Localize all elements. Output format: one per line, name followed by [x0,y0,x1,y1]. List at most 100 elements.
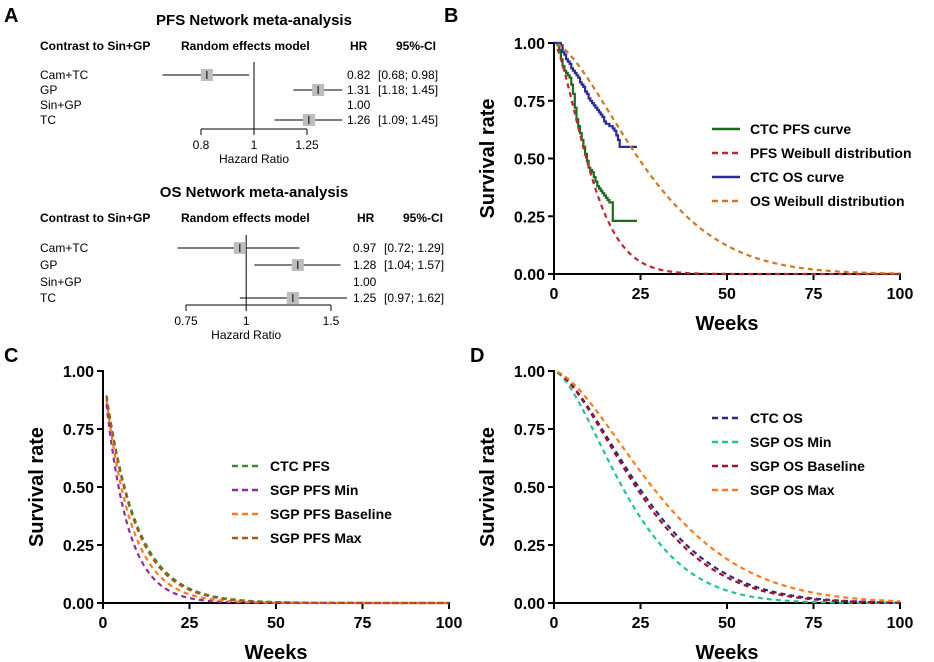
y-tick-label: 0.50 [63,480,94,497]
y-tick-label: 0.25 [63,538,94,555]
forest-row-label: Sin+GP [40,98,82,112]
forest-header-hr: HR [357,211,375,225]
forest-tick-label: 1 [251,138,258,152]
legend-label: SGP PFS Min [270,482,358,498]
x-tick-label: 0 [550,286,559,303]
legend-label: OS Weibull distribution [750,193,905,209]
y-tick-label: 0.00 [514,596,545,613]
forest-title: OS Network meta-analysis [160,184,348,201]
forest-row-hr: 1.00 [347,98,371,112]
y-axis-title: Survival rate [477,427,499,547]
legend-label: SGP OS Min [750,434,831,450]
series-line [556,371,900,605]
x-tick-label: 50 [718,286,736,303]
y-tick-label: 1.00 [514,364,545,381]
chart-b: 0.00 0.25 0.50 0.75 1.00 0 25 50 75 100 Weeks Survi… [477,36,913,335]
x-tick-label: 75 [354,615,372,632]
y-axis-title: Survival rate [26,427,48,547]
y-axis-title: Survival rate [477,98,499,218]
x-tick-label: 0 [99,615,108,632]
series-line [105,396,449,605]
x-axis-title: Weeks [695,313,758,335]
legend-label: SGP OS Baseline [750,458,865,474]
series-line [105,395,449,605]
y-tick-label: 1.00 [63,364,94,381]
y-tick-label: 0.50 [514,152,545,169]
y-tick-label: 1.00 [514,36,545,53]
x-tick-label: 50 [718,615,736,632]
forest-axis-title: Hazard Ratio [211,328,281,342]
legend-label: CTC OS [750,410,803,426]
forest-row-ci: [1.09; 1.45] [378,113,438,127]
panel-label-a: A [4,5,18,27]
panel-label-b: B [444,5,458,27]
forest-row-ci: [0.68; 0.98] [378,68,438,82]
y-tick-label: 0.50 [514,480,545,497]
x-axis-title: Weeks [244,642,307,662]
series-line [557,370,900,603]
forest-header-contrast: Contrast to Sin+GP [40,211,150,225]
y-tick-label: 0.75 [63,422,94,439]
legend-label: PFS Weibull distribution [750,145,912,161]
forest-row-label: GP [40,258,57,272]
x-tick-label: 25 [632,286,650,303]
chart-c: 0.00 0.25 0.50 0.75 1.00 0 25 50 75 100 Weeks Survi… [26,364,462,662]
forest-header-ci: 95%-CI [396,39,436,53]
forest-row-label: Cam+TC [40,241,89,255]
forest-tick-label: 1.25 [295,138,319,152]
x-tick-label: 75 [805,286,823,303]
forest-row-hr: 0.82 [347,68,371,82]
forest-row-hr: 1.28 [353,258,377,272]
forest-row-hr: 1.31 [347,83,371,97]
x-tick-label: 100 [887,286,914,303]
series-line [554,41,637,148]
forest-row-ci: [1.18; 1.45] [378,83,438,97]
forest-row-label: Sin+GP [40,275,82,289]
forest-row-hr: 0.97 [353,241,377,255]
forest-axis-title: Hazard Ratio [219,152,289,166]
forest-row-label: Cam+TC [40,68,89,82]
y-tick-label: 0.00 [514,267,545,284]
forest-row-label: TC [40,291,56,305]
legend-label: SGP PFS Max [270,530,362,546]
forest-row-ci: [1.04; 1.57] [384,258,444,272]
legend-label: CTC PFS [270,458,330,474]
forest-header-model: Random effects model [181,211,310,225]
forest-plots: PFS Network meta-analysis Contrast to Sin… [40,12,444,342]
x-tick-label: 0 [550,615,559,632]
forest-header-hr: HR [350,39,368,53]
forest-row-hr: 1.26 [347,113,371,127]
x-tick-label: 100 [887,615,914,632]
forest-tick-label: 0.8 [193,138,210,152]
series-line [105,399,449,605]
forest-tick-label: 0.75 [174,314,198,328]
series-line [554,41,637,222]
chart-d: 0.00 0.25 0.50 0.75 1.00 0 25 50 75 100 Weeks Survi… [477,364,913,662]
legend-label: SGP PFS Baseline [270,506,392,522]
x-tick-label: 25 [632,615,650,632]
forest-tick-label: 1 [243,314,250,328]
y-tick-label: 0.25 [514,209,545,226]
x-tick-label: 25 [181,615,199,632]
forest-row-ci: [0.72; 1.29] [384,241,444,255]
forest-header-ci: 95%-CI [403,211,443,225]
x-tick-label: 75 [805,615,823,632]
x-tick-label: 50 [267,615,285,632]
forest-row-label: TC [40,113,56,127]
forest-row-hr: 1.00 [353,275,377,289]
x-tick-label: 100 [436,615,463,632]
series-line [556,371,900,604]
x-axis-title: Weeks [695,642,758,662]
forest-row-ci: [0.97; 1.62] [384,291,444,305]
forest-header-contrast: Contrast to Sin+GP [40,39,150,53]
series-line [556,48,900,276]
forest-tick-label: 1.5 [323,314,340,328]
forest-row-hr: 1.25 [353,291,377,305]
forest-row-label: GP [40,83,57,97]
panel-label-c: C [4,345,18,367]
y-tick-label: 0.75 [514,94,545,111]
legend-label: CTC PFS curve [750,121,851,137]
y-tick-label: 0.00 [63,596,94,613]
series-line [556,371,900,604]
